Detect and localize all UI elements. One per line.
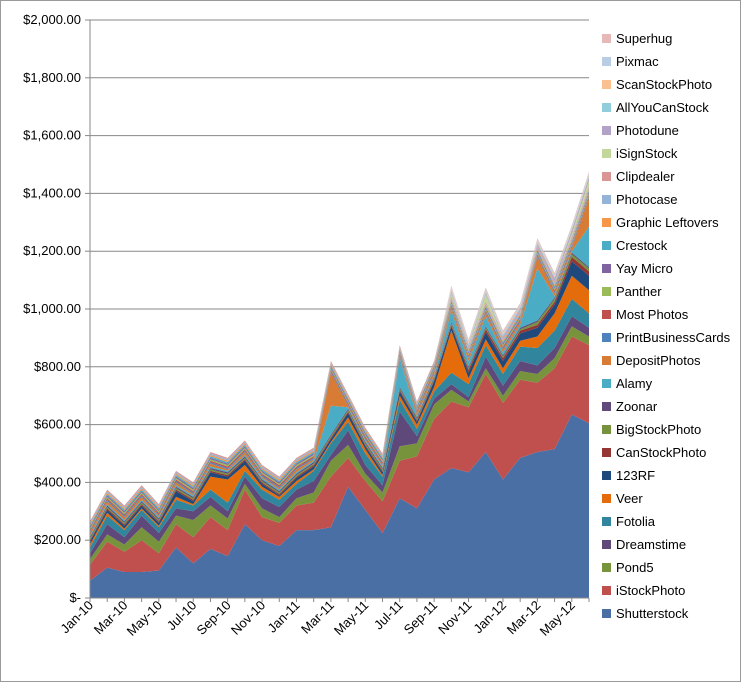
x-tick-label: May-12 — [537, 598, 578, 639]
legend-swatch-pixmac — [602, 57, 611, 66]
y-tick-label: $1,000.00 — [23, 301, 81, 316]
legend-label-superhug: Superhug — [616, 31, 672, 46]
legend-label-depositphotos: DepositPhotos — [616, 353, 701, 368]
legend-swatch-photodune — [602, 126, 611, 135]
legend-label-most-photos: Most Photos — [616, 307, 689, 322]
legend-label-panther: Panther — [616, 284, 662, 299]
legend-swatch-scanstockphoto — [602, 80, 611, 89]
y-tick-label: $1,800.00 — [23, 70, 81, 85]
y-tick-label: $600.00 — [34, 417, 81, 432]
legend-label-dreamstime: Dreamstime — [616, 537, 686, 552]
legend-swatch-printbusinesscards — [602, 333, 611, 342]
legend-swatch-most-photos — [602, 310, 611, 319]
legend-label-crestock: Crestock — [616, 238, 668, 253]
legend-label-isignstock: iSignStock — [616, 146, 678, 161]
legend-label-veer: Veer — [616, 491, 643, 506]
legend-swatch-graphic-leftovers — [602, 218, 611, 227]
legend-swatch-photocase — [602, 195, 611, 204]
area-series-group — [90, 171, 589, 598]
legend-swatch-dreamstime — [602, 540, 611, 549]
area-pond5 — [90, 326, 589, 565]
x-tick-label: Mar-10 — [91, 598, 131, 638]
legend-swatch-veer — [602, 494, 611, 503]
x-tick-label: May-10 — [124, 598, 165, 639]
legend-label-shutterstock: Shutterstock — [616, 606, 689, 621]
area-veer — [90, 275, 589, 548]
legend-swatch-clipdealer — [602, 172, 611, 181]
legend-swatch-crestock — [602, 241, 611, 250]
y-tick-label: $800.00 — [34, 359, 81, 374]
legend-swatch-isignstock — [602, 149, 611, 158]
x-tick-label: Sep-11 — [401, 598, 441, 638]
legend-label-alamy: Alamy — [616, 376, 653, 391]
legend-label-yay-micro: Yay Micro — [616, 261, 673, 276]
y-tick-label: $1,600.00 — [23, 128, 81, 143]
y-tick-label: $1,200.00 — [23, 243, 81, 258]
y-tick-label: $1,400.00 — [23, 185, 81, 200]
x-tick-label: Sep-10 — [194, 598, 234, 638]
legend-label-graphic-leftovers: Graphic Leftovers — [616, 215, 719, 230]
y-tick-label: $400.00 — [34, 474, 81, 489]
legend-swatch-bigstockphoto — [602, 425, 611, 434]
legend-swatch-shutterstock — [602, 609, 611, 618]
legend-label-printbusinesscards: PrintBusinessCards — [616, 330, 731, 345]
x-tick-label: Jan-11 — [265, 598, 303, 636]
legend-label-istockphoto: iStockPhoto — [616, 583, 685, 598]
y-axis-ticks: $- $200.00 $400.00 $600.00 $800.00 $1,000.00 $… — [23, 12, 90, 605]
legend-swatch-istockphoto — [602, 586, 611, 595]
legend-swatch-panther — [602, 287, 611, 296]
legend-swatch-fotolia — [602, 517, 611, 526]
legend: Superhug Pixmac ScanStockPhoto AllYouCanSto… — [602, 31, 731, 621]
legend-label-scanstockphoto: ScanStockPhoto — [616, 77, 712, 92]
y-tick-label: $2,000.00 — [23, 12, 81, 27]
legend-swatch-superhug — [602, 34, 611, 43]
x-tick-label: Nov-11 — [435, 598, 475, 638]
x-tick-label: Nov-10 — [228, 598, 268, 638]
area-shutterstock — [90, 414, 589, 598]
legend-label-fotolia: Fotolia — [616, 514, 656, 529]
legend-swatch-zoonar — [602, 402, 611, 411]
area-istockphoto — [90, 336, 589, 581]
legend-label-pixmac: Pixmac — [616, 54, 659, 69]
legend-label-photocase: Photocase — [616, 192, 677, 207]
legend-swatch-alamy — [602, 379, 611, 388]
y-tick-label: $- — [69, 590, 81, 605]
legend-label-123rf: 123RF — [616, 468, 655, 483]
legend-label-photodune: Photodune — [616, 123, 679, 138]
legend-label-clipdealer: Clipdealer — [616, 169, 675, 184]
legend-label-pond5: Pond5 — [616, 560, 654, 575]
legend-swatch-yay-micro — [602, 264, 611, 273]
y-tick-label: $200.00 — [34, 532, 81, 547]
legend-swatch-123rf — [602, 471, 611, 480]
legend-swatch-pond5 — [602, 563, 611, 572]
legend-label-bigstockphoto: BigStockPhoto — [616, 422, 701, 437]
legend-swatch-canstockphoto — [602, 448, 611, 457]
legend-swatch-allyoucanstock — [602, 103, 611, 112]
legend-label-allyoucanstock: AllYouCanStock — [616, 100, 709, 115]
x-tick-label: Jan-12 — [470, 598, 509, 637]
x-tick-label: May-11 — [331, 598, 372, 639]
legend-swatch-depositphotos — [602, 356, 611, 365]
legend-label-canstockphoto: CanStockPhoto — [616, 445, 706, 460]
x-axis-ticks: Jan-10Mar-10May-10Jul-10Sep-10Nov-10Jan-… — [57, 598, 590, 639]
area-123rf — [90, 261, 589, 545]
x-tick-label: Mar-12 — [504, 598, 544, 638]
legend-label-zoonar: Zoonar — [616, 399, 658, 414]
x-tick-label: Mar-11 — [298, 598, 337, 637]
